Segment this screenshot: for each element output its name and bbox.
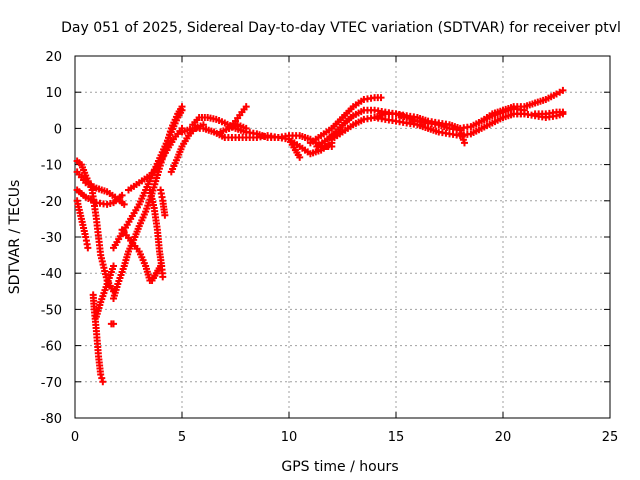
- data-point-marker: [157, 262, 165, 270]
- x-tick-label: 25: [602, 430, 619, 445]
- series-track-11: [125, 124, 186, 194]
- data-point-marker: [99, 378, 107, 386]
- series-track-20: [285, 135, 304, 161]
- y-tick-label: -50: [41, 303, 62, 318]
- x-axis-label: GPS time / hours: [281, 459, 398, 475]
- x-tick-label: 15: [388, 430, 405, 445]
- data-point-marker: [97, 371, 105, 379]
- y-axis-label: SDTVAR / TECUs: [7, 180, 23, 295]
- data-point-marker: [296, 153, 304, 161]
- y-tick-label: 0: [54, 122, 62, 137]
- data-point-marker: [460, 139, 468, 147]
- y-tick-label: 10: [45, 86, 62, 101]
- series-track-14: [157, 186, 169, 219]
- data-point-marker: [84, 244, 92, 252]
- series-track-10: [118, 226, 154, 284]
- x-tick-label: 0: [71, 430, 79, 445]
- data-point-marker: [118, 191, 126, 199]
- y-tick-label: -70: [41, 376, 62, 391]
- y-tick-label: -10: [41, 159, 62, 174]
- series-track-24: [371, 110, 468, 147]
- grid-lines: [75, 56, 610, 418]
- series-track-25: [478, 86, 567, 125]
- y-tick-label: -60: [41, 340, 62, 355]
- data-point-marker: [559, 86, 567, 94]
- x-tick-label: 20: [495, 430, 512, 445]
- data-point-marker: [98, 374, 106, 382]
- series-track-21: [306, 94, 385, 147]
- x-tick-label: 10: [281, 430, 298, 445]
- series-track-1: [73, 197, 92, 252]
- data-point-marker: [559, 108, 567, 116]
- series-track-13: [148, 262, 165, 284]
- y-tick-label: -20: [41, 195, 62, 210]
- data-point-marker: [161, 211, 169, 219]
- data-point-marker: [120, 200, 128, 208]
- data-point-marker: [110, 262, 118, 270]
- y-tick-label: -40: [41, 267, 62, 282]
- data-point-marker: [159, 273, 167, 281]
- data-point-marker: [242, 103, 250, 111]
- y-tick-label: -80: [41, 412, 62, 427]
- data-points: [73, 86, 567, 386]
- chart-title: Day 051 of 2025, Sidereal Day-to-day VTE…: [61, 20, 621, 36]
- y-axis-ticks: 20 10 0 -10 -20 -30 -40 -50 -60 -70 -80: [41, 50, 610, 427]
- x-axis-ticks: 0 5 10 15 20 25: [71, 56, 618, 445]
- x-tick-label: 5: [178, 430, 186, 445]
- series-track-27: [531, 108, 567, 118]
- y-tick-label: -30: [41, 231, 62, 246]
- data-point-marker: [178, 106, 186, 114]
- series-track-7: [107, 320, 118, 328]
- data-point-marker: [377, 94, 385, 102]
- series-track-12: [146, 186, 167, 281]
- y-tick-label: 20: [45, 50, 62, 65]
- series-track-6: [92, 262, 118, 321]
- data-point-marker: [110, 320, 118, 328]
- series-track-19: [217, 121, 250, 136]
- data-point-marker: [242, 124, 250, 132]
